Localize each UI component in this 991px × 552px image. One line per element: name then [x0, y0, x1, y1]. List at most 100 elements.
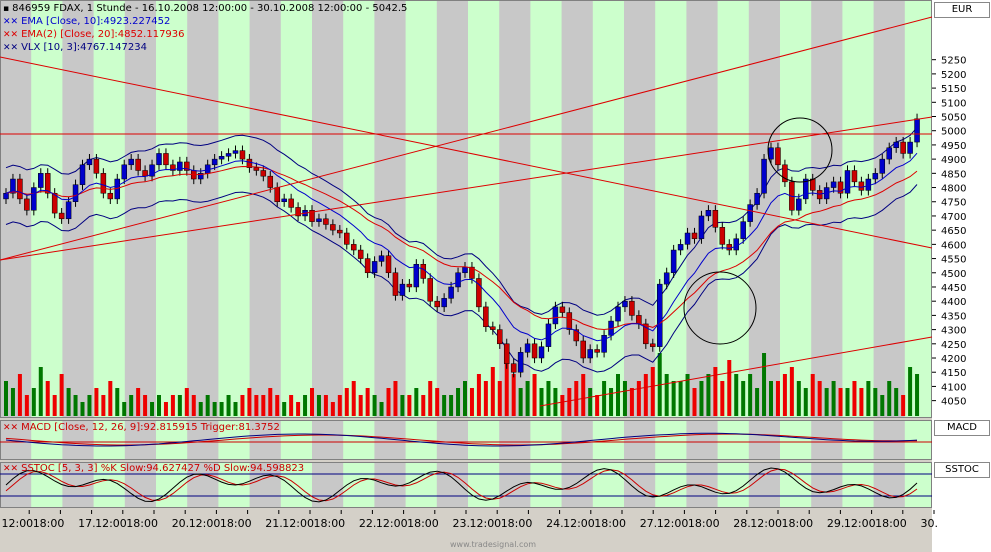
- time-band: [592, 0, 625, 418]
- price-tick-label: 4600: [941, 240, 966, 251]
- candle-body: [31, 187, 37, 211]
- candle-body: [281, 198, 287, 202]
- candle-body: [587, 349, 593, 359]
- time-tick-label: 23.: [453, 517, 471, 530]
- sstoc-k-line: [5, 467, 918, 503]
- volume-bar: [873, 388, 878, 416]
- volume-bar: [31, 388, 36, 416]
- volume-bar: [150, 402, 155, 416]
- volume-bar: [17, 374, 22, 416]
- price-tick-label: 4100: [941, 382, 966, 393]
- candle-body: [184, 161, 190, 171]
- volume-bar: [428, 381, 433, 416]
- time-band: [780, 462, 812, 508]
- volume-bar: [588, 388, 593, 416]
- time-band: [436, 0, 469, 418]
- volume-bar: [136, 388, 141, 416]
- legend-sstoc[interactable]: ✕✕ SSTOC [5, 3, 3] %K Slow:94.627427 %D S…: [3, 463, 304, 475]
- time-band: [343, 0, 375, 418]
- volume-bar: [567, 388, 572, 416]
- legend-ema20[interactable]: ✕✕ EMA(2) [Close, 20]:4852.117936: [3, 29, 185, 41]
- candle-body: [295, 207, 301, 217]
- candle-body: [524, 343, 531, 353]
- annotation-circle: [767, 117, 833, 183]
- candle-body: [17, 178, 23, 200]
- time-band: [873, 462, 906, 508]
- time-tick-label: 22.: [359, 517, 377, 530]
- candle-body: [754, 192, 760, 205]
- volume-bar: [546, 381, 551, 416]
- time-band: [312, 462, 344, 508]
- legend-ema10-text: EMA [Close, 10]:4923.227452: [21, 16, 171, 27]
- time-band: [218, 0, 251, 418]
- time-band: [592, 462, 625, 508]
- time-tick-label: 29.: [827, 517, 845, 530]
- candle-body: [510, 363, 517, 373]
- time-band: [436, 462, 469, 508]
- price-tick-label: 4850: [941, 169, 966, 180]
- candle-body: [503, 343, 510, 364]
- candle-body: [747, 204, 753, 222]
- time-band: [499, 0, 531, 418]
- volume-bar: [769, 381, 773, 416]
- candle-body: [809, 178, 816, 191]
- volume-bar: [421, 395, 426, 416]
- macd-pane-label[interactable]: MACD: [934, 420, 990, 436]
- candle-body: [330, 224, 336, 231]
- volume-bar: [469, 388, 474, 416]
- time-tick-label: 12:00: [657, 517, 689, 530]
- candle-body: [726, 244, 733, 251]
- legend-macd[interactable]: ✕✕ MACD [Close, 12, 26, 9]:92.815915 Trig…: [3, 422, 280, 434]
- volume-bar: [671, 381, 676, 416]
- candle-body: [455, 272, 461, 288]
- price-tick-label: 4350: [941, 311, 966, 322]
- pane-border: [0, 0, 932, 418]
- volume-bar: [310, 388, 314, 416]
- candle-body: [656, 283, 663, 347]
- volume-bar: [4, 381, 8, 416]
- chart-title-text: 846959 FDAX, 1 Stunde - 16.10.2008 12:00…: [12, 3, 408, 14]
- legend-ema10[interactable]: ✕✕ EMA [Close, 10]:4923.227452: [3, 16, 170, 28]
- pane-border: [0, 420, 932, 460]
- candle-body: [719, 227, 726, 245]
- time-tick-label: 12:00: [376, 517, 408, 530]
- candle-body: [385, 255, 392, 274]
- volume-bar: [650, 367, 655, 416]
- volume-bar: [400, 395, 405, 416]
- volume-bar: [115, 388, 120, 416]
- time-tick-label: 18:00: [313, 517, 345, 530]
- volume-bar: [191, 395, 196, 416]
- price-tick-label: 4300: [941, 326, 966, 337]
- candle-body: [907, 141, 913, 154]
- candle-body: [357, 249, 364, 259]
- sstoc-pane-label[interactable]: SSTOC: [934, 462, 990, 478]
- indicator-icon: ✕✕: [3, 464, 19, 474]
- candle-body: [622, 300, 628, 308]
- volume-bar: [143, 395, 148, 416]
- volume-bar: [692, 388, 697, 416]
- chart-title: ▪ 846959 FDAX, 1 Stunde - 16.10.2008 12:0…: [3, 3, 407, 15]
- price-tick-label: 4400: [941, 297, 966, 308]
- time-tick-label: 28.: [733, 517, 751, 530]
- volume-bar: [762, 353, 767, 416]
- volume-bar: [483, 381, 488, 416]
- volume-bar: [157, 395, 161, 416]
- price-tick-label: 4050: [941, 397, 966, 408]
- volume-bar: [184, 388, 189, 416]
- candle-body: [58, 212, 65, 220]
- time-tick-label: 18:00: [126, 517, 158, 530]
- candle-body: [497, 329, 503, 345]
- volume-bar: [59, 374, 64, 416]
- time-band: [780, 420, 812, 460]
- volume-bar: [609, 388, 614, 416]
- volume-bar: [831, 381, 836, 416]
- volume-bar: [372, 395, 377, 416]
- volume-bar: [504, 360, 509, 416]
- time-band: [686, 0, 719, 418]
- ema20-line: [5, 165, 918, 331]
- candle-body: [253, 167, 260, 171]
- volume-bar: [553, 388, 558, 416]
- candle-body: [448, 286, 454, 299]
- legend-vlx[interactable]: ✕✕ VLX [10, 3]:4767.147234: [3, 42, 147, 54]
